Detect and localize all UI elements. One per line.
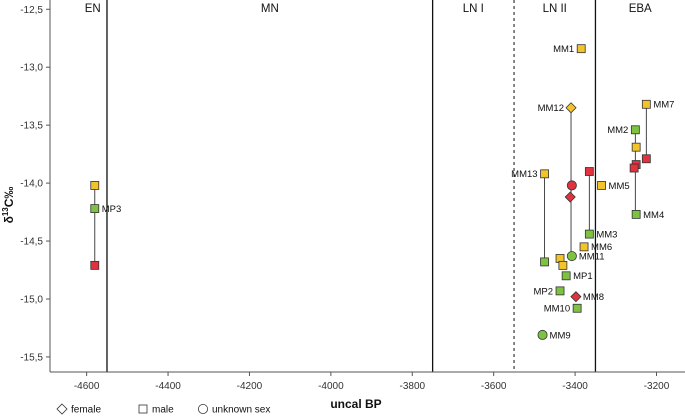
data-point-square-green	[584, 229, 594, 239]
data-point-square-green	[572, 303, 582, 313]
x-tick-label: -3200	[644, 381, 670, 392]
point-label-mm12: MM12	[538, 103, 564, 114]
y-tick-label: -13,0	[20, 63, 43, 74]
data-point-square-yellow	[631, 142, 641, 152]
y-axis-isotope-rest: C‰	[2, 187, 16, 208]
data-point-square-yellow	[579, 242, 589, 252]
point-label-mm11: MM11	[579, 252, 605, 263]
point-label-mm1: MM1	[553, 44, 574, 55]
y-tick-label: -15,5	[20, 352, 43, 363]
x-tick-label: -4200	[237, 381, 263, 392]
data-point-square-yellow	[90, 181, 100, 190]
legend-marker-male	[138, 404, 148, 414]
period-label-mn: MN	[261, 3, 279, 15]
point-label-mp3: MP3	[102, 204, 122, 215]
y-axis-title: δ13C‰	[1, 187, 16, 224]
legend-marker-unknown-sex	[197, 403, 208, 414]
data-point-square-yellow	[558, 260, 568, 270]
data-point-square-red	[641, 154, 651, 164]
point-label-mm2: MM2	[607, 125, 628, 136]
plot-frame	[49, 0, 685, 373]
point-label-mp1: MP1	[573, 271, 593, 282]
data-point-square-green	[555, 286, 565, 296]
data-point-square-green	[630, 125, 640, 135]
y-tick-label: -14,5	[20, 237, 43, 248]
data-point-square-green	[631, 209, 641, 219]
legend: female male unknown sex	[56, 403, 270, 416]
data-points	[90, 44, 651, 340]
point-label-mm5: MM5	[609, 181, 630, 192]
x-tick-label: -3600	[481, 381, 507, 392]
data-point-square-green	[540, 257, 549, 267]
data-point-circle-red	[566, 180, 577, 191]
x-axis-title: uncal BP	[330, 397, 381, 411]
y-axis-delta: δ	[2, 216, 16, 223]
data-point-square-red	[90, 260, 100, 270]
y-tick-label: -13,5	[20, 121, 43, 132]
axis-ticks: -4600 -4400 -4200 -4000 -3800 -3600 -3400 -3200…	[20, 5, 670, 392]
data-point-square-yellow	[540, 169, 549, 179]
y-tick-label: -15,0	[20, 294, 43, 305]
data-point-diamond-red	[564, 191, 576, 203]
point-label-mm3: MM3	[596, 229, 617, 240]
x-tick-label: -3800	[399, 381, 425, 392]
point-label-mp2: MP2	[533, 286, 553, 297]
data-point-square-green	[561, 271, 571, 281]
period-label-ln-ii: LN II	[543, 3, 567, 15]
data-point-square-yellow	[576, 44, 586, 54]
y-tick-label: -14,0	[20, 179, 43, 190]
data-point-square-yellow	[597, 181, 606, 190]
data-point-square-green	[90, 204, 100, 213]
period-boundaries	[106, 0, 597, 372]
y-axis-isotope-number: 13	[1, 207, 10, 216]
data-point-diamond-yellow	[565, 102, 577, 114]
point-label-mm9: MM9	[550, 330, 571, 341]
data-point-square-yellow	[641, 99, 651, 109]
y-tick-label: -12,5	[20, 5, 43, 16]
x-tick-label: -3400	[562, 381, 588, 392]
data-point-square-red	[584, 167, 594, 176]
point-connectors	[94, 104, 647, 266]
data-point-circle-green	[566, 251, 577, 262]
x-tick-label: -4600	[74, 381, 100, 392]
point-label-mm10: MM10	[544, 304, 570, 315]
period-label-en: EN	[85, 3, 101, 15]
data-point-circle-green	[537, 329, 548, 340]
legend-label-male: male	[152, 405, 174, 416]
period-labels: EN MN LN I LN II EBA	[85, 3, 652, 15]
point-label-mm7: MM7	[653, 100, 674, 111]
point-label-mm6: MM6	[591, 242, 612, 253]
period-label-eba: EBA	[629, 3, 652, 15]
legend-label-unknown-sex: unknown sex	[212, 405, 270, 416]
point-label-mm13: MM13	[511, 169, 537, 180]
data-point-diamond-red	[570, 291, 582, 303]
data-point-square-red	[629, 163, 639, 173]
x-tick-label: -4000	[318, 381, 344, 392]
period-label-ln-i: LN I	[463, 3, 484, 15]
legend-label-female: female	[71, 405, 101, 416]
point-label-mm8: MM8	[583, 292, 604, 303]
legend-marker-female	[56, 403, 68, 415]
point-label-mm4: MM4	[643, 210, 664, 221]
x-tick-label: -4400	[155, 381, 181, 392]
